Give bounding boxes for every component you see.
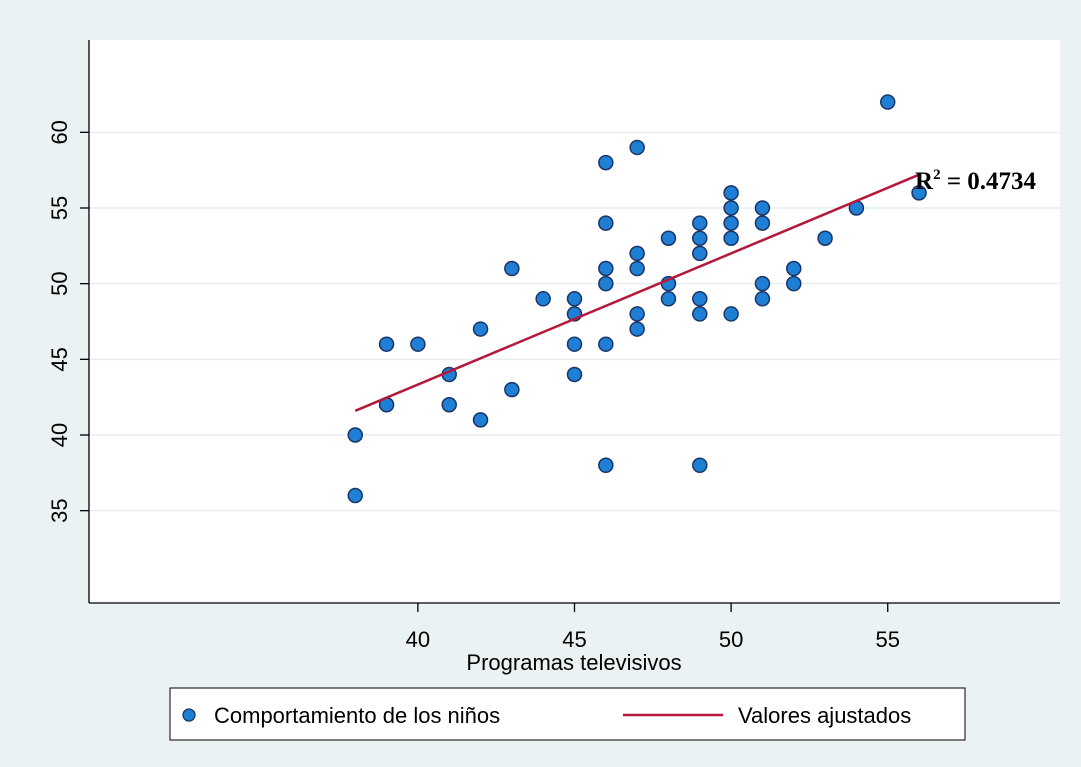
point [692, 291, 708, 307]
point [441, 396, 457, 413]
x-axis-label: Programas televisivos [466, 650, 681, 675]
point [566, 366, 583, 383]
point [692, 215, 708, 231]
point [692, 457, 708, 474]
y-tick-label: 55 [47, 196, 72, 220]
legend [169, 687, 966, 741]
point [723, 306, 739, 322]
annotation-text: = 0.4734 [941, 168, 1037, 195]
point [723, 185, 739, 201]
point [911, 185, 927, 201]
annotation: R2 = 0.4734 [915, 167, 1037, 195]
point [566, 336, 583, 352]
fit-line [354, 173, 920, 412]
point [786, 275, 802, 292]
point [629, 260, 645, 277]
point [347, 487, 363, 504]
y-tick-label: 45 [47, 347, 72, 371]
point [660, 291, 677, 307]
point [472, 321, 489, 337]
point [786, 260, 802, 277]
point [692, 245, 708, 262]
point [598, 457, 614, 474]
point [723, 230, 739, 247]
point [378, 336, 395, 352]
point [817, 230, 833, 247]
point [754, 200, 771, 216]
point [629, 306, 645, 322]
point [566, 291, 583, 307]
y-tick-label: 35 [47, 498, 72, 522]
point [535, 291, 551, 307]
point [629, 245, 645, 262]
point [410, 336, 426, 352]
point [347, 427, 363, 443]
point [692, 230, 708, 247]
point [692, 306, 708, 322]
y-tick-label: 50 [47, 271, 72, 295]
y-tick-label: 40 [47, 423, 72, 447]
x-tick-label: 55 [875, 627, 899, 652]
annotation-exponent: 2 [933, 167, 941, 183]
legend-label: Comportamiento de los niños [214, 703, 500, 728]
point [660, 230, 677, 247]
point [598, 215, 614, 231]
legend-marker [182, 708, 196, 722]
annotation-base: R [915, 168, 934, 195]
point [598, 336, 614, 352]
x-tick-label: 50 [719, 627, 743, 652]
x-tick-label: 45 [562, 627, 586, 652]
point [754, 215, 771, 231]
legend-label: Valores ajustados [738, 703, 911, 728]
point [598, 154, 614, 171]
point [472, 412, 489, 428]
point [598, 275, 614, 292]
y-tick-label: 60 [47, 120, 72, 144]
point [754, 291, 771, 307]
point [629, 139, 645, 156]
point [504, 260, 520, 277]
point [723, 215, 739, 231]
point [879, 94, 896, 110]
point [754, 275, 771, 292]
point [504, 381, 520, 398]
point [629, 321, 645, 337]
x-tick-label: 40 [406, 627, 430, 652]
point [723, 200, 739, 216]
point [598, 260, 614, 277]
